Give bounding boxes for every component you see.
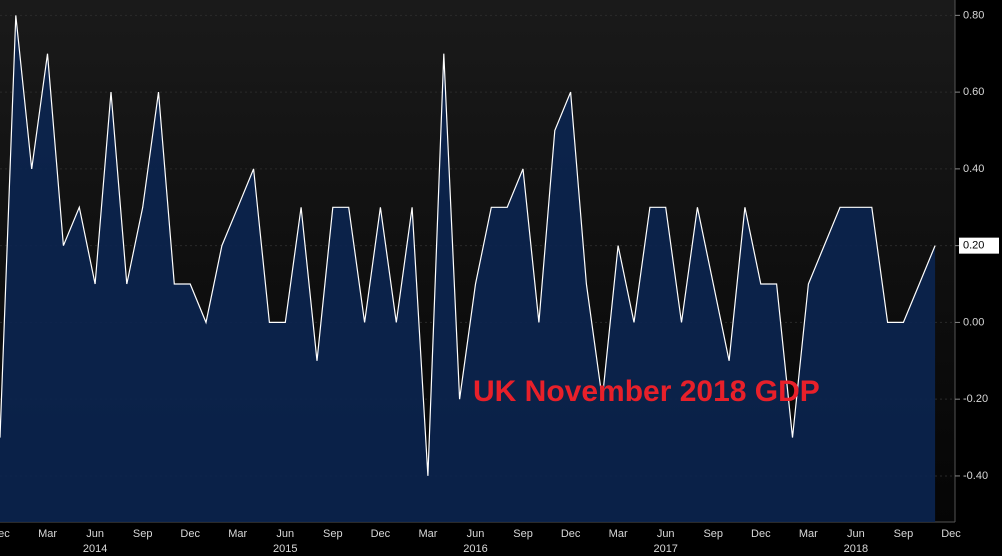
x-tick-label: Dec	[0, 528, 10, 540]
x-tick-label: Sep	[513, 528, 533, 540]
x-tick-label: Jun	[657, 528, 675, 540]
x-tick-label: Dec	[941, 528, 961, 540]
year-label: 2014	[83, 543, 107, 555]
year-label: 2018	[844, 543, 868, 555]
x-tick-label: Sep	[323, 528, 343, 540]
y-tick-label: 0.00	[963, 316, 984, 328]
y-tick-label: 0.60	[963, 86, 984, 98]
x-tick-label: Jun	[86, 528, 104, 540]
x-tick-label: Jun	[276, 528, 294, 540]
y-tick-label: 0.40	[963, 163, 984, 175]
x-tick-label: Dec	[371, 528, 391, 540]
x-tick-label: Mar	[799, 528, 818, 540]
x-tick-label: Dec	[180, 528, 200, 540]
annotation: UK November 2018 GDP	[473, 375, 820, 408]
y-tick-label: -0.20	[963, 393, 988, 405]
area-fill	[0, 15, 936, 523]
x-tick-label: Jun	[467, 528, 485, 540]
value-label: 0.20	[963, 240, 984, 252]
year-label: 2016	[463, 543, 487, 555]
x-tick-label: Sep	[703, 528, 723, 540]
y-tick-label: 0.80	[963, 9, 984, 21]
x-tick-label: Mar	[228, 528, 247, 540]
x-tick-label: Sep	[133, 528, 153, 540]
value-label-box	[959, 237, 999, 254]
x-tick-label: Dec	[751, 528, 771, 540]
x-tick-label: Sep	[894, 528, 914, 540]
x-tick-label: Mar	[609, 528, 628, 540]
x-tick-label: Jun	[847, 528, 865, 540]
x-tick-label: Mar	[38, 528, 57, 540]
x-tick-label: Mar	[418, 528, 437, 540]
y-tick-label: -0.40	[963, 470, 988, 482]
line	[0, 15, 936, 476]
year-label: 2015	[273, 543, 297, 555]
year-label: 2017	[653, 543, 677, 555]
x-tick-label: Dec	[561, 528, 581, 540]
